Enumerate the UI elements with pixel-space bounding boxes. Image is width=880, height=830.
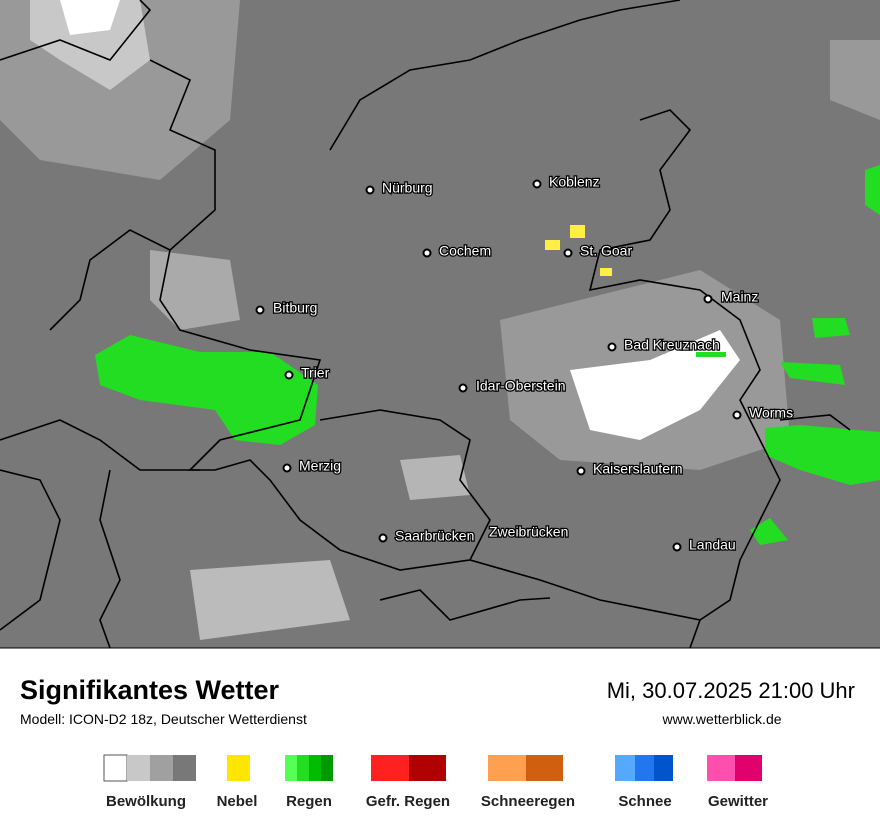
city-dot [703, 294, 713, 304]
rain-area [750, 518, 788, 545]
cloud-area [830, 40, 880, 120]
city-label: Trier [301, 365, 330, 381]
border-line [0, 0, 702, 649]
legend-swatch [526, 755, 563, 781]
legend-swatch [371, 755, 409, 781]
city-dot [576, 466, 586, 476]
legend-label: Gewitter [708, 793, 768, 810]
rain-area [865, 165, 880, 215]
legend-swatch [409, 755, 446, 781]
legend-swatch [285, 755, 297, 781]
city-dot [607, 342, 617, 352]
city-label: Nürburg [382, 180, 433, 196]
cloud-area [30, 0, 150, 90]
legend-label: Gefr. Regen [366, 793, 450, 810]
cloud-area [190, 560, 350, 640]
legend-swatch [103, 754, 128, 782]
rain-area [95, 335, 318, 445]
legend [103, 754, 762, 782]
rain-area [696, 352, 726, 357]
legend-swatch [488, 755, 526, 781]
legend-swatch [173, 755, 196, 781]
city-dot [255, 305, 265, 315]
city-dot [365, 185, 375, 195]
legend-label: Schneeregen [481, 793, 575, 810]
cloud-area [60, 0, 120, 35]
city-dot [378, 533, 388, 543]
legend-labels: Bewölkung Nebel Regen Gefr. Regen Schnee… [106, 793, 768, 810]
city-label: Bad Kreuznach [624, 337, 720, 353]
legend-swatch [615, 755, 635, 781]
rain-area [780, 362, 845, 385]
city-dot [732, 410, 742, 420]
legend-label: Bewölkung [106, 793, 186, 810]
legend-swatch [227, 755, 250, 781]
city-dot [458, 383, 468, 393]
city-dot [282, 463, 292, 473]
legend-label: Regen [286, 793, 332, 810]
border-line [0, 229, 200, 471]
legend-swatch [707, 755, 735, 781]
legend-swatch [635, 755, 654, 781]
cloud-area [400, 455, 470, 500]
city-label: St. Goar [580, 243, 632, 259]
city-dot [532, 179, 542, 189]
city-label: Merzig [299, 458, 341, 474]
legend-label: Schnee [618, 793, 671, 810]
border-line [319, 409, 851, 621]
city-dot [563, 248, 573, 258]
model-info: Modell: ICON-D2 18z, Deutscher Wetterdie… [20, 711, 307, 727]
city-label: Saarbrücken [395, 528, 474, 544]
city-label: Idar-Oberstein [476, 378, 565, 394]
legend-swatch [654, 755, 673, 781]
legend-swatch [150, 755, 173, 781]
border-line [0, 469, 121, 649]
cloud-area [570, 330, 740, 440]
rain-area [765, 425, 880, 485]
city-dot [284, 370, 294, 380]
legend-swatch [127, 755, 150, 781]
weather-map [0, 0, 880, 649]
city-markers: Nürburg Koblenz Cochem St. Goar Bitburg … [255, 172, 794, 554]
legend-swatch [297, 755, 309, 781]
city-dot [422, 248, 432, 258]
city-label: Koblenz [549, 174, 600, 190]
footer: Signifikantes Wetter Modell: ICON-D2 18z… [20, 675, 855, 727]
datetime: Mi, 30.07.2025 21:00 Uhr [607, 678, 855, 703]
city-label: Kaiserslautern [593, 461, 683, 477]
legend-swatch [309, 755, 321, 781]
city-label: Landau [689, 537, 736, 553]
city-label: Worms [749, 405, 793, 421]
legend-swatch [735, 755, 762, 781]
border-line [329, 0, 781, 621]
city-label: Cochem [439, 243, 491, 259]
legend-label: Nebel [217, 793, 258, 810]
city-label: Zweibrücken [489, 524, 568, 540]
cloud-area [150, 250, 240, 330]
website: www.wetterblick.de [661, 711, 781, 727]
city-label: Mainz [721, 289, 758, 305]
legend-swatch [321, 755, 333, 781]
rain-area [812, 318, 850, 338]
city-dot [672, 542, 682, 552]
city-label: Bitburg [273, 300, 317, 316]
fog-area [545, 225, 612, 276]
title: Signifikantes Wetter [20, 675, 280, 705]
